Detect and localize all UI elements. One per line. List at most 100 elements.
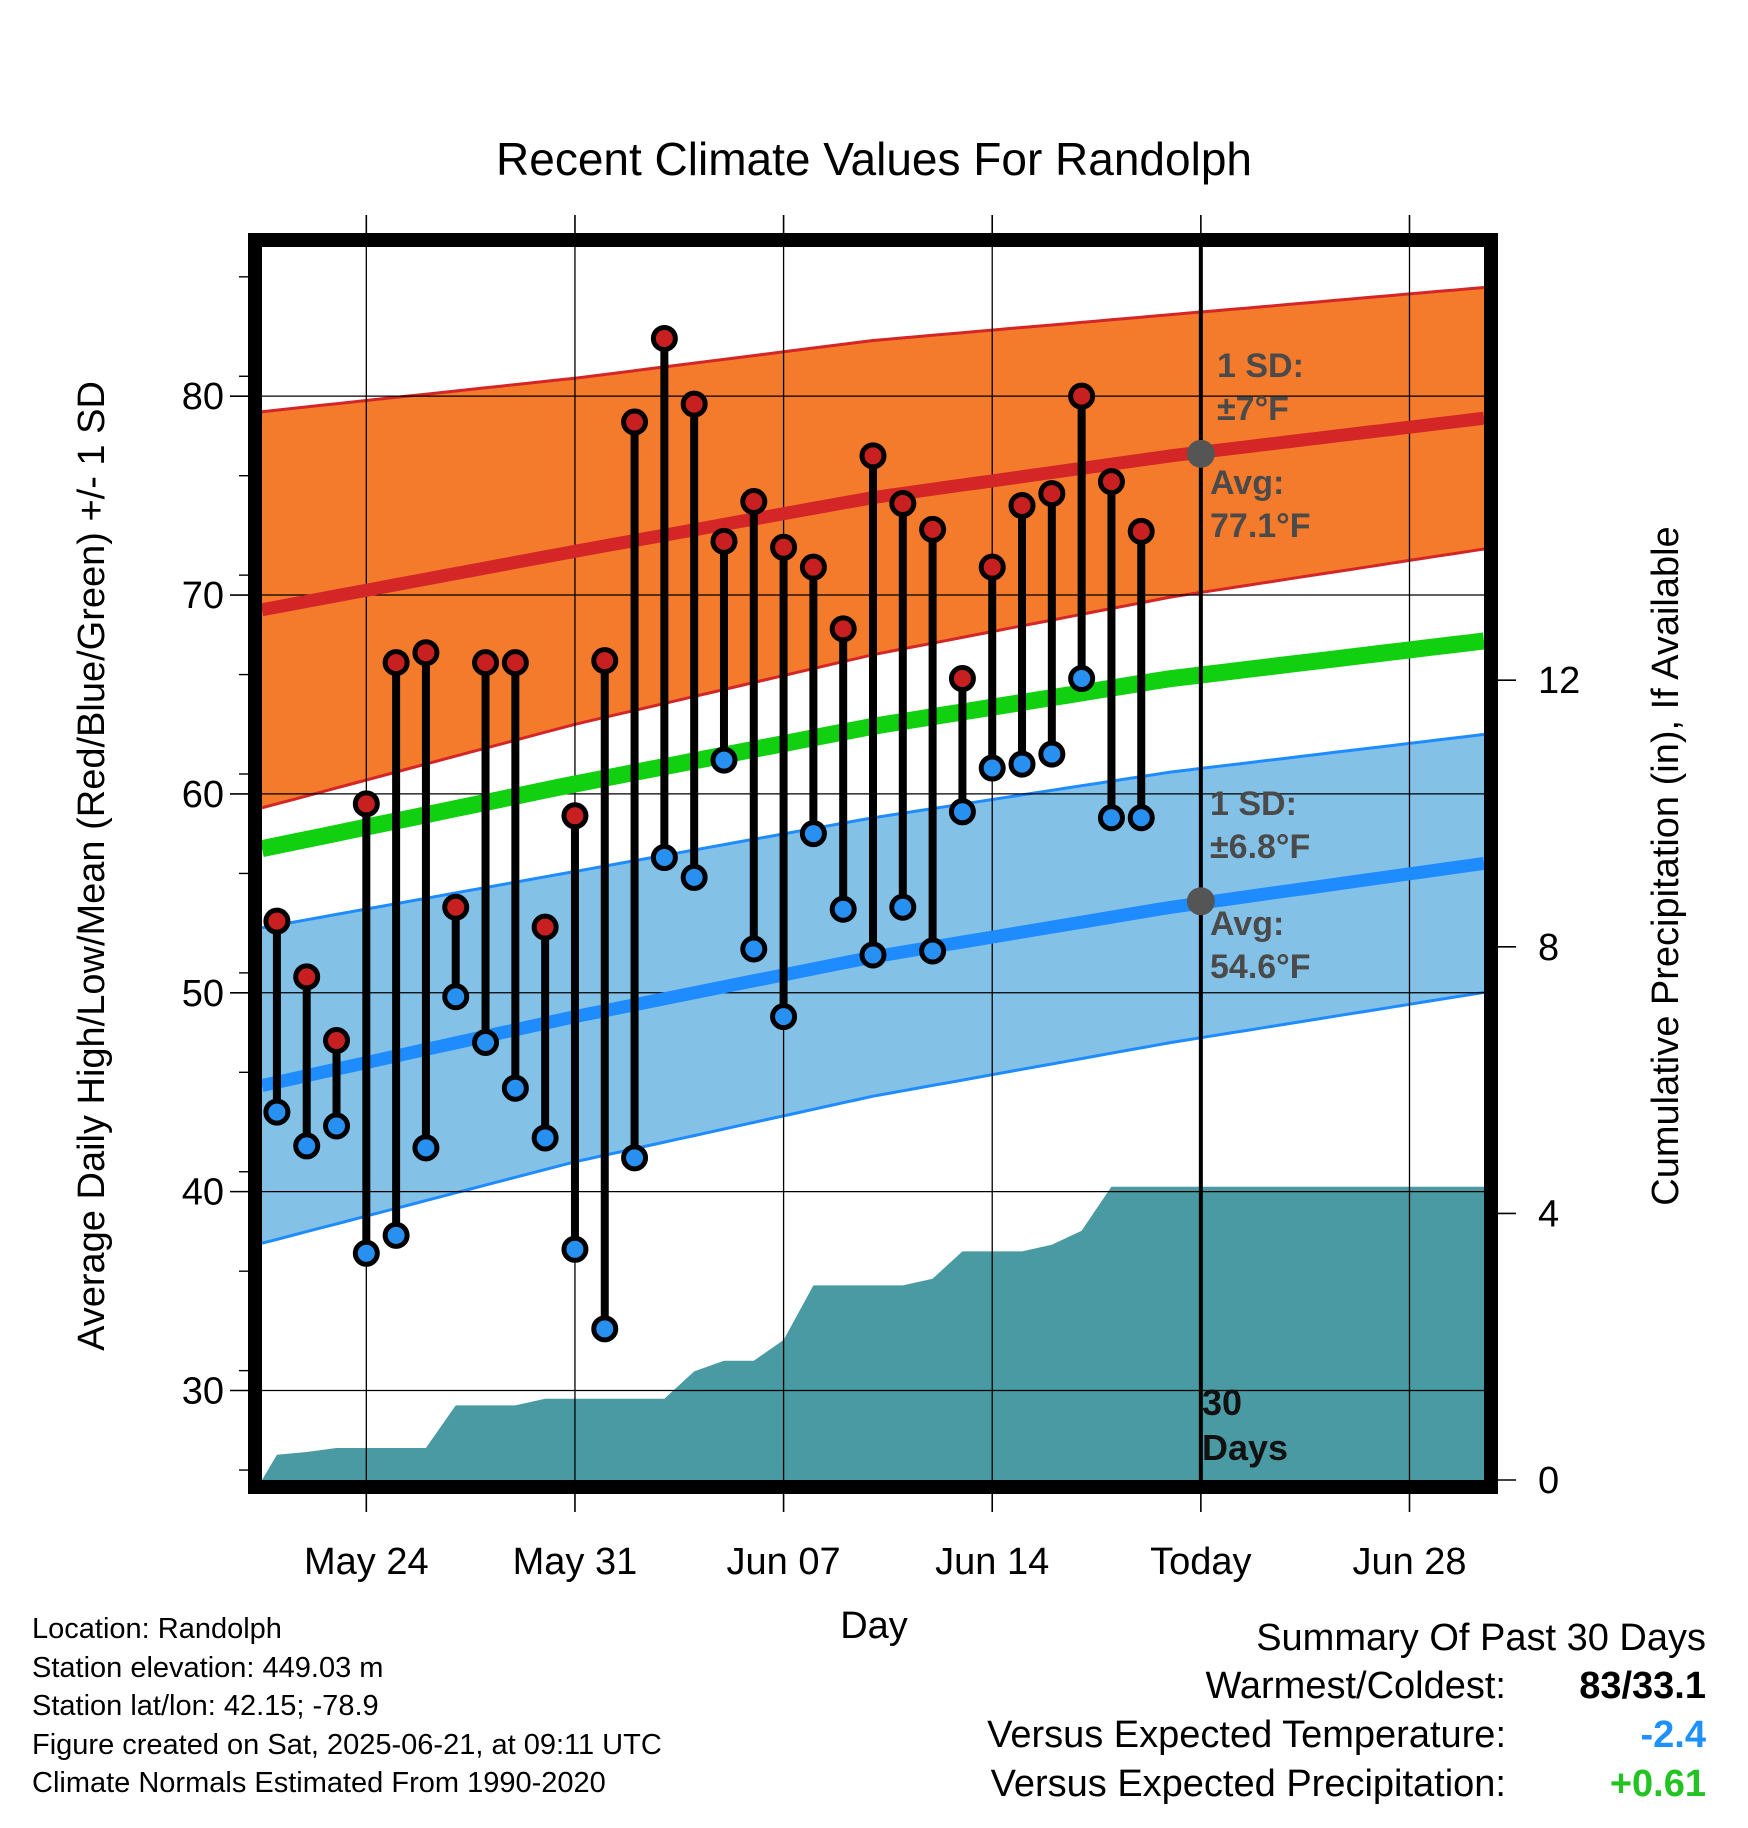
summary-row-precip: Versus Expected Precipitation: +0.61 (886, 1760, 1706, 1809)
daily-high-point (889, 490, 917, 518)
y2-axis-label: Cumulative Precipitation (in), If Availa… (1645, 526, 1687, 1205)
daily-low-point (412, 1134, 440, 1162)
high-sd-value: ±7°F (1217, 390, 1289, 428)
y-tick-label: 80 (182, 376, 224, 418)
x-tick-label: Jun 14 (935, 1541, 1049, 1583)
precip-diff-value: +0.61 (1609, 1763, 1706, 1805)
y-axis-label: Average Daily High/Low/Mean (Red/Blue/Gr… (71, 381, 113, 1351)
daily-low-point (472, 1028, 500, 1056)
y2-tick-label: 8 (1538, 927, 1559, 969)
daily-low-point (293, 1132, 321, 1160)
daily-high-point (561, 802, 589, 830)
y-tick-label: 30 (182, 1371, 224, 1413)
daily-low-point (978, 754, 1006, 782)
today-days-word: Days (1202, 1427, 1288, 1468)
daily-low-point (1097, 804, 1125, 832)
x-tick-label: May 24 (304, 1541, 429, 1583)
today-low-avg-dot (1186, 887, 1215, 916)
y-tick-label: 40 (182, 1172, 224, 1214)
x-axis-label: Day (840, 1605, 908, 1647)
daily-high-point (650, 324, 678, 352)
daily-low-point (740, 935, 768, 963)
today-days-number: 30 (1202, 1382, 1242, 1423)
daily-high-point (978, 553, 1006, 581)
daily-low-point (799, 820, 827, 848)
low-sd-label: 1 SD: (1210, 785, 1297, 823)
precip-diff-label: Versus Expected Precipitation: (990, 1763, 1506, 1805)
summary-title: Summary Of Past 30 Days (1256, 1617, 1706, 1659)
y2-tick-label: 4 (1538, 1193, 1559, 1235)
daily-high-point (1068, 382, 1096, 410)
daily-high-point (382, 649, 410, 677)
daily-low-point (263, 1098, 291, 1126)
daily-high-point (1127, 517, 1155, 545)
daily-low-point (621, 1144, 649, 1172)
daily-low-point (919, 937, 947, 965)
x-tick-label: Jun 07 (727, 1541, 841, 1583)
summary-row-extremes: Warmest/Coldest: 83/33.1 (886, 1662, 1706, 1711)
daily-high-point (412, 639, 440, 667)
plot-frame (248, 233, 1498, 1494)
high-avg-label: Avg: (1210, 464, 1284, 502)
cumulative-precip-area (262, 1186, 1484, 1480)
daily-high-point (740, 488, 768, 516)
low-avg-value: 54.6°F (1210, 948, 1311, 986)
daily-low-point (531, 1124, 559, 1152)
daily-low-point (770, 1003, 798, 1031)
temp-diff-value: -2.4 (1640, 1714, 1706, 1756)
daily-high-point (472, 649, 500, 677)
extremes-value: 83/33.1 (1579, 1665, 1706, 1707)
y2-tick-label: 12 (1538, 660, 1580, 702)
normals-text: Climate Normals Estimated From 1990-2020 (32, 1767, 606, 1799)
low-sd-lower-edge (262, 990, 1484, 1245)
temp-diff-label: Versus Expected Temperature: (987, 1714, 1506, 1756)
high-avg-value: 77.1°F (1210, 507, 1311, 545)
daily-low-point (352, 1239, 380, 1267)
chart-title: Recent Climate Values For Randolph (496, 133, 1252, 185)
daily-low-point (382, 1221, 410, 1249)
elevation-text: Station elevation: 449.03 m (32, 1651, 384, 1684)
daily-high-point (442, 893, 470, 921)
x-tick-label: Jun 28 (1352, 1541, 1466, 1583)
station-info: Location: Randolph Station elevation: 44… (32, 1610, 662, 1803)
daily-high-point (293, 963, 321, 991)
daily-low-point (1008, 750, 1036, 778)
today-high-avg-dot (1186, 439, 1215, 468)
daily-low-point (323, 1112, 351, 1140)
daily-low-point (710, 746, 738, 774)
daily-high-point (948, 665, 976, 693)
low-sd-band (262, 734, 1484, 1244)
daily-low-point (1068, 665, 1096, 693)
today-days-label: 30 Days (1202, 1382, 1288, 1468)
x-tick-label: May 31 (513, 1541, 638, 1583)
daily-high-point (1097, 468, 1125, 496)
daily-low-point (889, 893, 917, 921)
high-sd-upper-edge (262, 286, 1484, 414)
daily-low-point (680, 863, 708, 891)
axes: 30 40 50 60 70 80 0 4 8 12 May 24 May 31 Jun 07 Jun 1… (182, 215, 1580, 1583)
y-tick-label: 50 (182, 973, 224, 1015)
daily-low-point (829, 895, 857, 923)
x-tick-label: Today (1150, 1541, 1251, 1583)
latlon-text: Station lat/lon: 42.15; -78.9 (32, 1690, 379, 1722)
daily-low-point (442, 983, 470, 1011)
daily-high-point (621, 408, 649, 436)
daily-high-point (859, 442, 887, 470)
daily-high-point (1008, 492, 1036, 520)
daily-low-point (948, 798, 976, 826)
daily-high-point (680, 390, 708, 418)
y-tick-label: 70 (182, 575, 224, 617)
location-text: Location: Randolph (32, 1613, 282, 1645)
created-text: Figure created on Sat, 2025-06-21, at 09… (32, 1728, 662, 1761)
daily-high-point (263, 907, 291, 935)
daily-low-point (859, 941, 887, 969)
daily-low-point (561, 1235, 589, 1263)
precip-area (262, 1186, 1484, 1480)
daily-low-point (591, 1315, 619, 1343)
daily-high-point (770, 533, 798, 561)
y2-tick-label: 0 (1538, 1460, 1559, 1502)
daily-high-point (352, 790, 380, 818)
low-avg-label: Avg: (1210, 905, 1284, 943)
daily-high-point (829, 615, 857, 643)
